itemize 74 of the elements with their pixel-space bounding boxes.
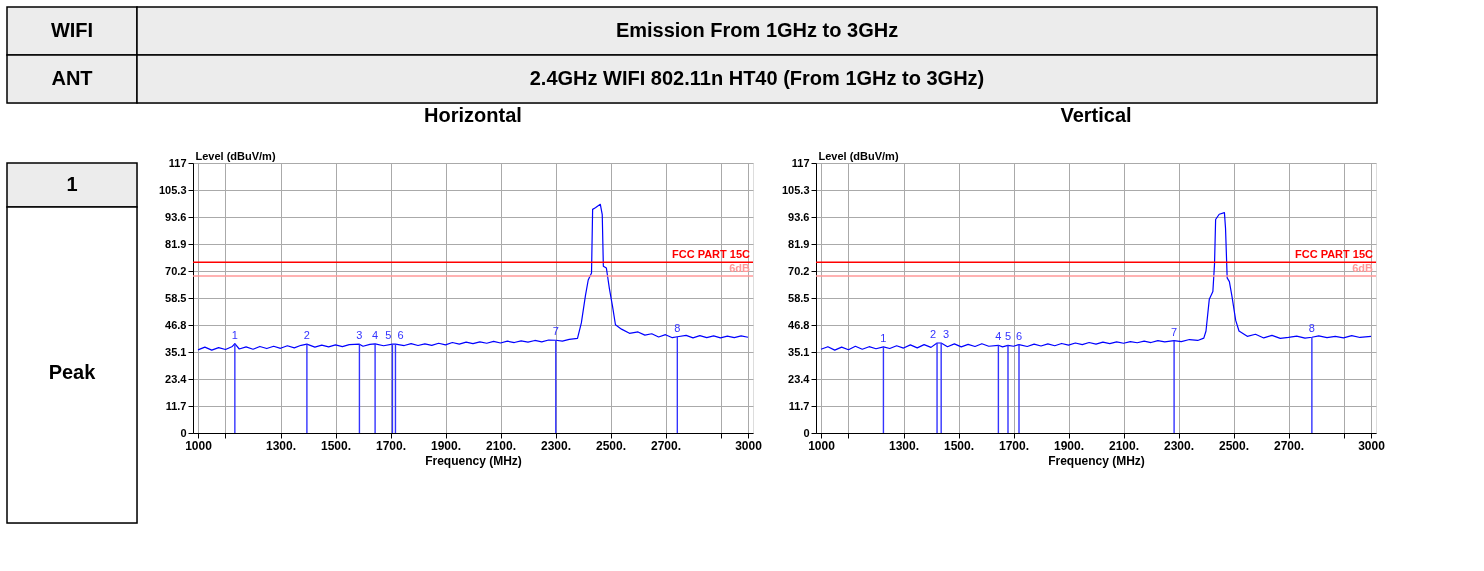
- y-tick-label: 81.9: [165, 237, 187, 250]
- y-tick-label: 117: [791, 156, 810, 169]
- annotation: 7: [552, 325, 559, 338]
- x-tick-label: 1700.: [998, 438, 1030, 453]
- y-tick-label: 93.6: [788, 210, 810, 223]
- y-tick-label: 35.1: [788, 345, 810, 358]
- text: 2.4GHz WIFI 802.11n HT40 (From 1GHz to 3GHz): [529, 67, 985, 89]
- chart-title: Vertical: [1060, 104, 1132, 126]
- x-axis-title: Frequency (MHz): [425, 453, 522, 468]
- x-tick-label: 1900.: [1053, 438, 1085, 453]
- y-tick-label: 93.6: [165, 210, 187, 223]
- annotation: 4: [995, 330, 1002, 343]
- y-tick-label: 35.1: [165, 345, 187, 358]
- y-tick-label: 105.3: [158, 183, 187, 196]
- x-tick-label: 3000: [735, 438, 763, 453]
- ref-line-label: FCC PART 15C: [671, 248, 751, 261]
- annotation: 4: [372, 328, 379, 341]
- annotation: 2: [303, 329, 310, 342]
- x-tick-label: 3000: [1358, 438, 1386, 453]
- y-tick-label: 81.9: [788, 237, 810, 250]
- annotation: 8: [674, 321, 681, 334]
- x-tick-label: 2700.: [650, 438, 682, 453]
- annotation: 8: [1308, 322, 1315, 335]
- annotation: 7: [1171, 325, 1178, 338]
- x-tick-label: 1500.: [320, 438, 352, 453]
- y-tick-label: 46.8: [788, 318, 810, 331]
- annotation: 5: [385, 329, 392, 342]
- annotation: 1: [880, 331, 887, 344]
- x-tick-label: 2300.: [540, 438, 572, 453]
- y-tick-label: 23.4: [788, 372, 811, 385]
- y-tick-label: 70.2: [165, 264, 187, 277]
- x-tick-label: 2100.: [485, 438, 517, 453]
- ref-line-label: FCC PART 15C: [1294, 248, 1374, 261]
- x-tick-label: 1300.: [265, 438, 297, 453]
- y-tick-label: 105.3: [781, 183, 810, 196]
- x-tick-label: 1300.: [888, 438, 920, 453]
- text: Peak: [48, 361, 97, 383]
- y-tick-label: 58.5: [788, 291, 810, 304]
- y-tick-label: 11.7: [165, 399, 187, 412]
- y-axis-title: Level (dBuV/m): [818, 149, 899, 162]
- x-tick-label: 2500.: [595, 438, 627, 453]
- annotation: 5: [1004, 330, 1012, 343]
- y-tick-label: 70.2: [788, 264, 810, 277]
- x-tick-label: 1500.: [943, 438, 975, 453]
- y-tick-label: 117: [168, 156, 187, 169]
- x-tick-label: 1900.: [430, 438, 462, 453]
- text: 1: [66, 173, 78, 195]
- annotation: 1: [231, 328, 238, 341]
- text: WIFI: [50, 19, 94, 41]
- y-tick-label: 46.8: [165, 318, 187, 331]
- x-tick-label: 2100.: [1108, 438, 1140, 453]
- y-axis-title: Level (dBuV/m): [195, 149, 276, 162]
- x-tick-label: 1000: [808, 438, 836, 453]
- annotation: 6: [397, 329, 404, 342]
- line-series: [197, 203, 749, 351]
- text: ANT: [51, 67, 93, 89]
- annotation: 3: [943, 328, 950, 340]
- text: Emission From 1GHz to 3GHz: [615, 19, 899, 41]
- y-tick-label: 11.7: [788, 399, 810, 412]
- y-tick-label: 23.4: [165, 372, 188, 385]
- line-series: [820, 212, 1372, 351]
- annotation: 2: [929, 328, 937, 340]
- y-tick-label: 0: [803, 426, 810, 439]
- annotation: 3: [356, 329, 363, 342]
- annotation: 6: [1015, 329, 1023, 342]
- chart-title: Horizontal: [424, 104, 522, 126]
- y-tick-label: 58.5: [165, 291, 187, 304]
- x-tick-label: 1000: [185, 438, 213, 453]
- x-tick-label: 2300.: [1163, 438, 1195, 453]
- x-axis-title: Frequency (MHz): [1048, 453, 1145, 468]
- y-tick-label: 0: [180, 426, 187, 439]
- x-tick-label: 2700.: [1273, 438, 1305, 453]
- x-tick-label: 1700.: [375, 438, 407, 453]
- x-tick-label: 2500.: [1218, 438, 1250, 453]
